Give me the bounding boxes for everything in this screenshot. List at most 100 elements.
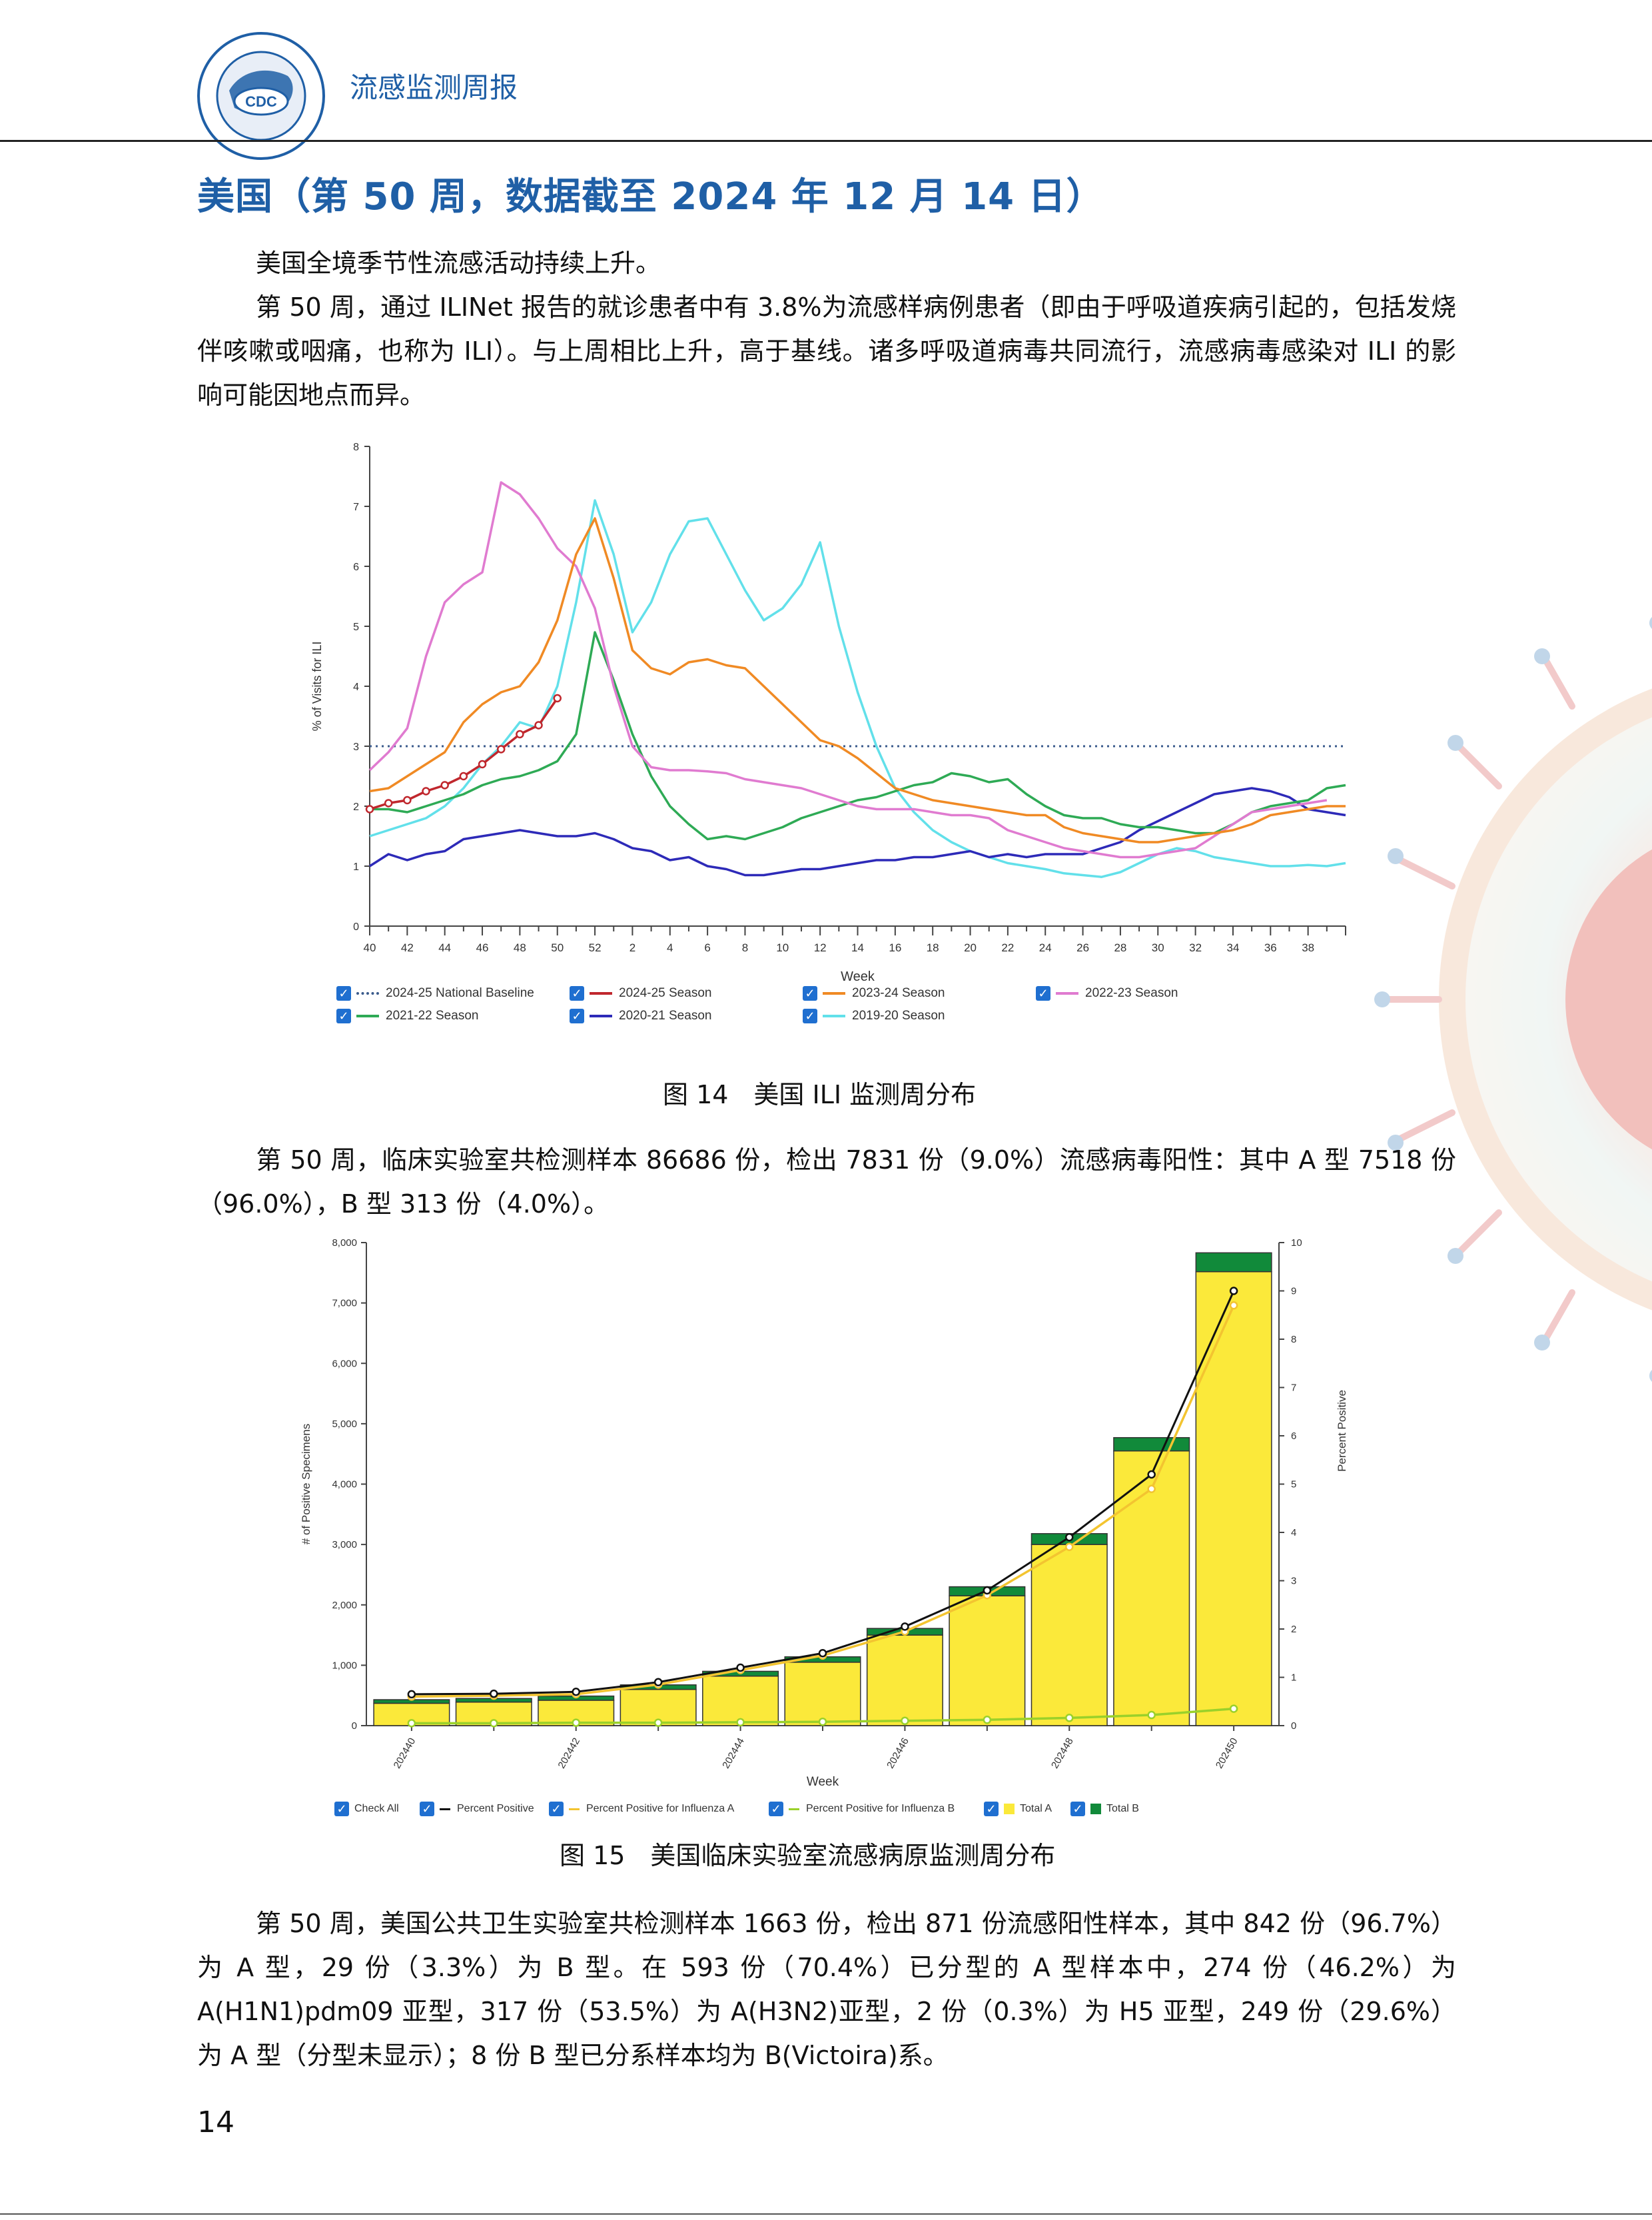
cdc-logo: CDC [197,32,325,160]
line-point [1229,1704,1238,1713]
data-point [553,694,562,703]
line-point [653,1678,663,1686]
legend-item-baseline[interactable]: ✓ 2024-25 National Baseline [336,986,534,1001]
x-tick-label: 202446 [885,1736,911,1771]
clinical-chart-svg: 0 1,000 2,000 3,000 4,000 5,000 6,000 7,000 8,00… [300,1237,1348,1789]
figure-15-caption: 图 15 美国临床实验室流感病原监测周分布 [560,1841,1056,1870]
footer-divider [0,2213,1652,2215]
header-title: 流感监测周报 [350,71,518,104]
y-tick-label: 0 [352,1720,357,1732]
x-tick-label: 10 [776,941,789,954]
legend-swatch [356,1015,379,1017]
y-axis-label: % of Visits for ILI [310,642,324,732]
paragraph-4: 第 50 周，美国公共卫生实验室共检测样本 1663 份，检出 871 份流感阳… [197,1902,1456,2077]
x-tick-label: 42 [401,941,414,954]
line-point [1065,1533,1074,1542]
legend-swatch [569,1808,580,1810]
x-tick-label: 20 [964,941,977,954]
y-tick-label: 6,000 [332,1358,357,1369]
data-point [516,730,524,739]
y2-tick-label: 5 [1291,1479,1296,1490]
legend-item-2023-24[interactable]: ✓ 2023-24 Season [803,986,945,1001]
line-point [407,1719,416,1728]
y2-tick-label: 10 [1291,1237,1302,1249]
x-tick-label: 4 [667,941,673,954]
paragraph-3-text: 第 50 周，临床实验室共检测样本 86686 份，检出 7831 份（9.0%… [197,1145,1456,1219]
legend-item-percent-positive-b[interactable]: ✓ Percent Positive for Influenza B [769,1802,955,1816]
legend-item-percent-positive[interactable]: ✓ Percent Positive [420,1802,534,1816]
data-point [422,787,430,796]
data-point [459,772,468,781]
legend-label: Percent Positive [457,1803,534,1814]
x-tick-label: 50 [551,941,564,954]
legend-label: 2021-22 Season [386,1009,479,1023]
checkbox-icon: ✓ [803,1009,817,1023]
line-point [653,1718,663,1727]
line-point [983,1586,992,1595]
legend-swatch [440,1808,450,1810]
line-point [736,1718,745,1727]
line-point [1065,1714,1074,1722]
y-tick-label: 8,000 [332,1237,357,1249]
line-point [1147,1470,1156,1479]
clinical-lab-bar-chart: 0 1,000 2,000 3,000 4,000 5,000 6,000 7,000 8,00… [293,1229,1359,1789]
bar-total-a [784,1662,861,1726]
line-percent-positive [411,1290,1235,1696]
y2-tick-label: 8 [1291,1334,1296,1345]
y2-tick-label: 6 [1291,1430,1296,1442]
x-tick-label: 30 [1152,941,1164,954]
legend-item-2024-25[interactable]: ✓ 2024-25 Season [570,986,711,1001]
y-tick-label: 3,000 [332,1539,357,1550]
line-point [1229,1301,1238,1310]
y-tick-label: 7,000 [332,1298,357,1309]
line-point [818,1649,827,1658]
paragraph-2: 第 50 周，通过 ILINet 报告的就诊患者中有 3.8%为流感样病例患者（… [197,285,1456,417]
line-point [1229,1287,1238,1295]
data-point [478,760,487,769]
legend-swatch [1004,1804,1015,1814]
paragraph-2-text: 第 50 周，通过 ILINet 报告的就诊患者中有 3.8%为流感样病例患者（… [197,292,1456,410]
legend-label: Percent Positive for Influenza A [586,1803,735,1814]
legend-label: Total A [1020,1803,1052,1814]
x-tick-label: 36 [1264,941,1277,954]
legend-item-total-b[interactable]: ✓ Total B [1070,1802,1139,1816]
y2-tick-label: 9 [1291,1286,1296,1297]
y-tick-label: 1 [353,861,359,873]
checkbox-icon: ✓ [1070,1802,1085,1816]
checkbox-icon: ✓ [420,1802,434,1816]
legend-label: 2023-24 Season [852,986,945,1000]
y2-tick-label: 7 [1291,1383,1296,1394]
bar-total-a [1113,1450,1190,1726]
legend-item-2021-22[interactable]: ✓ 2021-22 Season [336,1009,478,1023]
legend-label: 2020-21 Season [619,1009,712,1023]
legend-label: 2019-20 Season [852,1009,945,1023]
legend-item-total-a[interactable]: ✓ Total A [984,1802,1052,1816]
bar-total-b [1113,1436,1190,1452]
bar-total-a [866,1634,943,1726]
x-tick-label: 16 [889,941,901,954]
legend-item-2022-23[interactable]: ✓ 2022-23 Season [1036,986,1178,1001]
data-point [384,799,393,808]
series-line-2024-25-season [369,698,559,811]
x-tick-label: 32 [1189,941,1202,954]
line-percent-positive-for-influenza-a [411,1305,1235,1698]
x-tick-label: 48 [514,941,526,954]
header-divider [0,140,1652,142]
y2-tick-label: 3 [1291,1576,1296,1587]
legend-item-2020-21[interactable]: ✓ 2020-21 Season [570,1009,711,1023]
line-point [901,1716,909,1725]
legend-item-2019-20[interactable]: ✓ 2019-20 Season [803,1009,945,1023]
paragraph-4-text: 第 50 周，美国公共卫生实验室共检测样本 1663 份，检出 871 份流感阳… [197,1909,1456,2070]
legend-item-percent-positive-a[interactable]: ✓ Percent Positive for Influenza A [549,1802,734,1816]
line-point [1065,1542,1074,1551]
checkbox-icon: ✓ [803,986,817,1001]
legend-swatch [1056,992,1078,995]
y-tick-label: 0 [353,921,359,933]
x-tick-label: 28 [1114,941,1126,954]
checkbox-icon: ✓ [769,1802,783,1816]
legend-item-check-all[interactable]: ✓ Check All [334,1802,399,1816]
checkbox-icon: ✓ [1036,986,1050,1001]
legend-label: Total B [1106,1803,1139,1814]
data-point [534,721,543,730]
